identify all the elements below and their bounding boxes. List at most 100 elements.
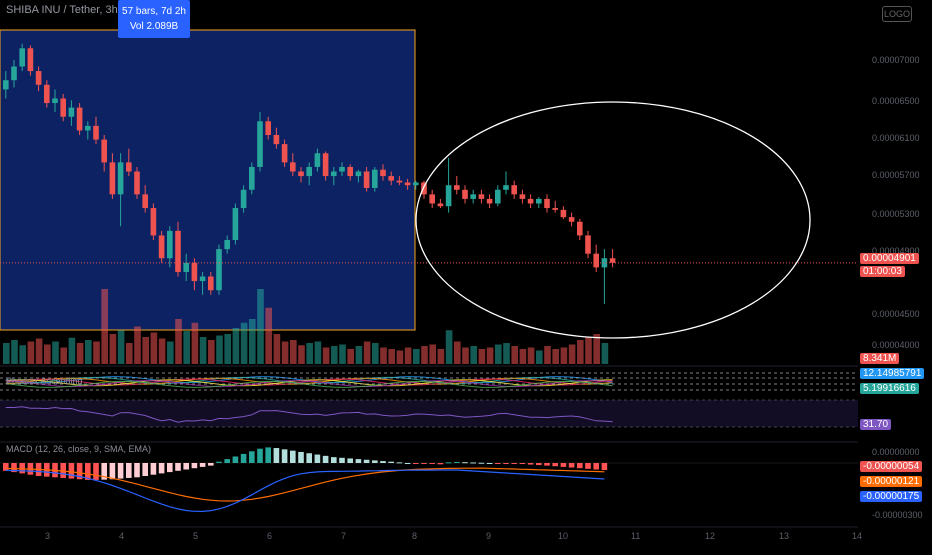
candle-body: [199, 276, 206, 282]
volume-bar: [413, 349, 420, 364]
candle-body: [388, 176, 394, 181]
candle-body: [593, 253, 599, 268]
macd-histogram-bar: [134, 463, 140, 478]
volume-bar: [150, 332, 158, 364]
volume-bar: [560, 347, 568, 364]
macd-histogram-bar: [208, 463, 214, 466]
macd-histogram-bar: [265, 447, 271, 463]
range-bars-text: 57 bars, 7d 2h: [122, 6, 186, 17]
time-tick: 14: [852, 531, 863, 541]
macd-histogram-bar: [486, 463, 493, 464]
macd-histogram-bar: [396, 462, 403, 464]
macd-histogram-bar: [68, 463, 75, 479]
rsi-band: [0, 400, 858, 427]
date-range-box: [0, 29, 416, 331]
macd-histogram-bar: [372, 460, 378, 463]
volume-bar: [281, 341, 289, 364]
macd-histogram-bar: [314, 454, 321, 463]
macd-histogram-bar: [601, 463, 608, 471]
volume-bar: [101, 289, 108, 364]
volume-bar: [486, 347, 494, 364]
macd-histogram-bar: [347, 458, 353, 463]
logo-icon: LOGO: [882, 6, 912, 22]
candle-body: [257, 121, 263, 167]
volume-bar: [249, 319, 256, 364]
volume-bar: [240, 322, 248, 364]
volume-bar: [126, 343, 133, 364]
volume-bar: [585, 337, 592, 364]
volume-bar: [175, 319, 182, 364]
macd-label[interactable]: MACD (12, 26, close, 9, SMA, EMA): [6, 444, 152, 454]
candle-body: [519, 194, 526, 199]
macd-histogram-bar: [454, 461, 460, 463]
macd-histogram-bar: [560, 463, 567, 467]
macd-histogram-bar: [216, 461, 222, 463]
candle-body: [60, 98, 66, 117]
rsi-line: [5, 406, 613, 423]
candle-body: [117, 162, 124, 195]
volume-bar: [3, 343, 10, 364]
macd-histogram-bar: [511, 463, 517, 464]
candle-body: [380, 169, 386, 177]
candle-body: [273, 135, 280, 145]
candle-body: [109, 162, 116, 195]
volume-bar: [60, 347, 67, 364]
candle-body: [298, 171, 304, 177]
volume-bar: [322, 347, 330, 364]
candle-body: [486, 198, 493, 204]
volume-bar: [109, 334, 117, 364]
macd-histogram-bar: [355, 459, 362, 463]
macd-histogram-bar: [199, 463, 206, 467]
macd-histogram-bar: [191, 463, 198, 469]
time-tick: 3: [45, 531, 51, 541]
volume-bar: [404, 347, 412, 364]
phoenix-ribbon: [5, 380, 613, 388]
macd-histogram-bar: [60, 463, 66, 478]
volume-bar: [273, 334, 281, 364]
volume-bar: [11, 340, 18, 364]
macd-histogram-bar: [478, 462, 485, 464]
volume-bar: [27, 341, 35, 364]
volume-bar: [388, 349, 395, 364]
candle-body: [396, 180, 403, 183]
candle-body: [437, 203, 444, 207]
candle-body: [208, 276, 214, 291]
candle-body: [314, 153, 321, 167]
macd-histogram-bar: [150, 463, 157, 475]
volume-bar: [68, 337, 76, 364]
candle-body: [511, 185, 517, 195]
candle-body: [167, 230, 173, 259]
volume-bar: [224, 334, 231, 364]
candle-body: [462, 189, 468, 199]
range-tooltip: 57 bars, 7d 2h Vol 2.089B: [118, 0, 190, 38]
macd-histogram-bar: [142, 463, 148, 476]
volume-bar: [52, 341, 59, 364]
candle-body: [290, 162, 296, 172]
indicator-layer: [0, 372, 858, 428]
volume-bar: [454, 341, 461, 364]
volume-bar: [577, 340, 584, 364]
macd-histogram-bar: [593, 463, 599, 470]
macd-hist-badge: -0.00000054: [860, 461, 923, 472]
phoenix-label[interactable]: Phoenix Ascending: [6, 376, 83, 386]
volume-bar: [511, 346, 518, 364]
volume-bar: [85, 340, 92, 364]
price-tick: 0.00004500: [872, 309, 920, 319]
macd-histogram-bar: [331, 457, 337, 463]
macd-histogram-bar: [85, 463, 91, 480]
volume-bar: [314, 341, 322, 364]
candle-body: [35, 71, 42, 85]
volume-bar: [437, 349, 445, 364]
candle-body: [363, 171, 370, 188]
macd-histogram-bar: [117, 463, 124, 479]
macd-histogram-bar: [76, 463, 83, 480]
volume-bar: [445, 330, 453, 364]
candle-body: [552, 208, 558, 210]
volume-bar: [232, 328, 240, 364]
macd-histogram-bar: [167, 463, 173, 473]
volume-bar: [331, 346, 338, 364]
volume-bar: [44, 344, 51, 364]
candle-body: [3, 80, 9, 90]
